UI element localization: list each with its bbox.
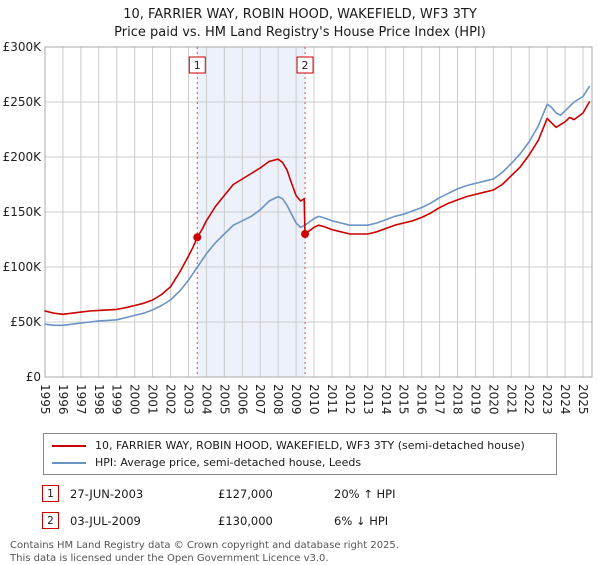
svg-text:2008: 2008 — [271, 384, 285, 415]
svg-text:2009: 2009 — [289, 384, 303, 415]
svg-text:1995: 1995 — [38, 384, 52, 415]
svg-text:2005: 2005 — [217, 384, 231, 415]
svg-text:£300K: £300K — [3, 41, 43, 54]
svg-text:£250K: £250K — [3, 95, 43, 109]
sale-row-2: 2 03-JUL-2009 £130,000 6% ↓ HPI — [42, 512, 600, 530]
svg-text:£150K: £150K — [3, 205, 43, 219]
sale-1-date: 27-JUN-2003 — [70, 486, 144, 501]
svg-text:2011: 2011 — [325, 384, 339, 415]
svg-text:2002: 2002 — [164, 384, 178, 415]
chart-title: 10, FARRIER WAY, ROBIN HOOD, WAKEFIELD, … — [123, 7, 477, 22]
svg-text:£200K: £200K — [3, 150, 43, 164]
legend-label-property: 10, FARRIER WAY, ROBIN HOOD, WAKEFIELD, … — [95, 439, 525, 453]
svg-text:2010: 2010 — [307, 384, 321, 415]
legend-line-blue — [52, 461, 86, 464]
svg-text:2014: 2014 — [379, 384, 393, 415]
svg-text:2025: 2025 — [576, 384, 590, 415]
svg-text:2006: 2006 — [235, 384, 249, 415]
sale-2-hpi-delta: 6% ↓ HPI — [334, 513, 389, 528]
svg-text:1998: 1998 — [92, 384, 106, 415]
legend-item-hpi: HPI: Average price, semi-detached house,… — [52, 454, 548, 471]
svg-text:2016: 2016 — [415, 384, 429, 415]
svg-text:£0: £0 — [26, 370, 41, 384]
svg-text:2020: 2020 — [486, 384, 500, 415]
svg-text:2004: 2004 — [199, 384, 213, 415]
chart-legend: 10, FARRIER WAY, ROBIN HOOD, WAKEFIELD, … — [43, 433, 557, 476]
chart-header: 10, FARRIER WAY, ROBIN HOOD, WAKEFIELD, … — [0, 0, 600, 41]
sale-annotations: 1 27-JUN-2003 £127,000 20% ↑ HPI 2 03-JU… — [42, 485, 600, 530]
sale-1-number-box: 1 — [42, 485, 59, 503]
legend-item-property: 10, FARRIER WAY, ROBIN HOOD, WAKEFIELD, … — [52, 437, 548, 454]
svg-text:1999: 1999 — [110, 384, 124, 415]
sale-2-price: £130,000 — [218, 513, 273, 528]
svg-text:2003: 2003 — [181, 384, 195, 415]
svg-text:2001: 2001 — [146, 384, 160, 415]
svg-text:£50K: £50K — [10, 315, 42, 329]
sale-1-hpi-delta: 20% ↑ HPI — [334, 486, 396, 501]
legend-label-hpi: HPI: Average price, semi-detached house,… — [95, 456, 362, 470]
chart-subtitle: Price paid vs. HM Land Registry's House … — [114, 24, 486, 40]
svg-text:1996: 1996 — [56, 384, 70, 415]
sale-2-number-box: 2 — [42, 512, 59, 530]
svg-text:2017: 2017 — [433, 384, 447, 415]
footer: Contains HM Land Registry data © Crown c… — [10, 539, 600, 565]
svg-text:2019: 2019 — [468, 384, 482, 415]
svg-text:£100K: £100K — [3, 260, 43, 274]
footer-licence: This data is licensed under the Open Gov… — [10, 553, 329, 565]
svg-text:2013: 2013 — [361, 384, 375, 415]
price-history-chart: 1 2 £0 £50K £100K £150K £200K £250K £300K 1995 199… — [3, 41, 593, 415]
sale-2-date: 03-JUL-2009 — [70, 513, 141, 528]
svg-text:2018: 2018 — [450, 384, 464, 415]
svg-text:2012: 2012 — [343, 384, 357, 415]
legend-line-red — [52, 444, 86, 447]
svg-text:2007: 2007 — [253, 384, 267, 415]
svg-text:2: 2 — [302, 59, 309, 72]
svg-text:2015: 2015 — [397, 384, 411, 415]
svg-text:1: 1 — [194, 59, 201, 72]
svg-text:2021: 2021 — [504, 384, 518, 415]
sale-row-1: 1 27-JUN-2003 £127,000 20% ↑ HPI — [42, 485, 600, 503]
footer-copyright: Contains HM Land Registry data © Crown c… — [10, 540, 399, 552]
svg-text:2023: 2023 — [540, 384, 554, 415]
svg-text:2000: 2000 — [128, 384, 142, 415]
sale-1-price: £127,000 — [218, 486, 273, 501]
svg-text:1997: 1997 — [74, 384, 88, 415]
svg-text:2024: 2024 — [558, 384, 572, 415]
svg-text:2022: 2022 — [522, 384, 536, 415]
